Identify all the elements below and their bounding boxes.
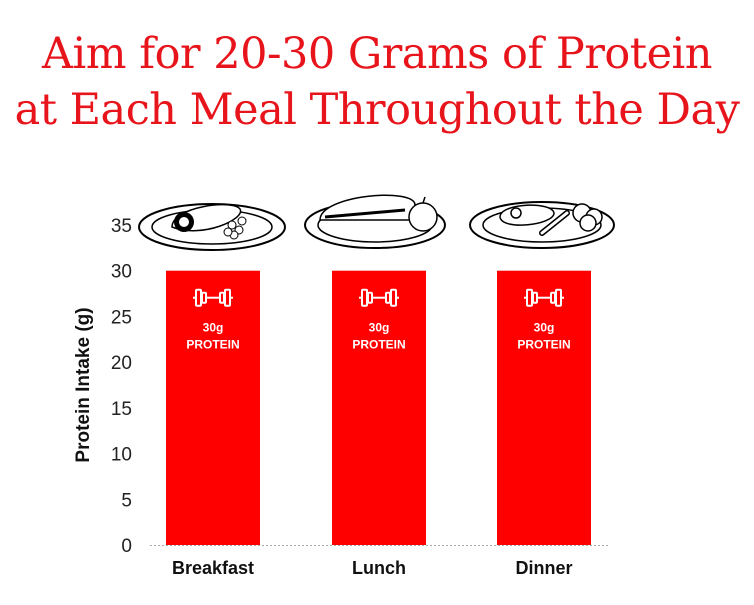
bar-lunch — [332, 270, 426, 545]
bar-protein-label: PROTEIN — [186, 338, 239, 352]
breakfast-plate-icon — [138, 203, 286, 251]
y-tick-label: 10 — [111, 445, 132, 466]
y-axis-label: Protein Intake (g) — [73, 307, 94, 462]
bar-breakfast — [166, 270, 260, 545]
dinner-plate-icon — [469, 201, 615, 249]
title-line-1: Aim for 20-30 Grams of Protein — [42, 29, 712, 79]
bar-value-label: 30g — [534, 321, 555, 335]
x-tick-label: Dinner — [515, 558, 572, 578]
bar-value-label: 30g — [203, 321, 224, 335]
bar-value-label: 30g — [369, 321, 390, 335]
bar-dinner — [497, 270, 591, 545]
bar-protein-label: PROTEIN — [517, 338, 570, 352]
dumbbell-icon — [193, 288, 233, 307]
y-tick-label: 30 — [111, 262, 132, 283]
x-tick-label: Lunch — [352, 558, 406, 578]
y-tick-label: 5 — [121, 490, 132, 511]
y-tick-label: 25 — [111, 307, 132, 328]
title-line-2: at Each Meal Throughout the Day — [14, 85, 740, 135]
lunch-plate-icon — [304, 194, 446, 249]
y-tick-label: 35 — [111, 216, 132, 237]
x-tick-label: Breakfast — [172, 558, 254, 578]
y-tick-label: 0 — [121, 536, 132, 557]
x-axis: Breakfast Lunch Dinner — [172, 558, 573, 578]
bar-protein-label: PROTEIN — [352, 338, 405, 352]
y-tick-label: 20 — [111, 353, 132, 374]
dumbbell-icon — [524, 288, 564, 307]
bars-group: 30g PROTEIN 30g PROTEIN 30g PROTEIN — [166, 270, 591, 545]
y-axis: 0 5 10 15 20 25 30 35 — [111, 216, 132, 557]
dumbbell-icon — [359, 288, 399, 307]
chart-title: Aim for 20-30 Grams of Protein at Each M… — [0, 26, 754, 138]
y-tick-label: 15 — [111, 399, 132, 420]
